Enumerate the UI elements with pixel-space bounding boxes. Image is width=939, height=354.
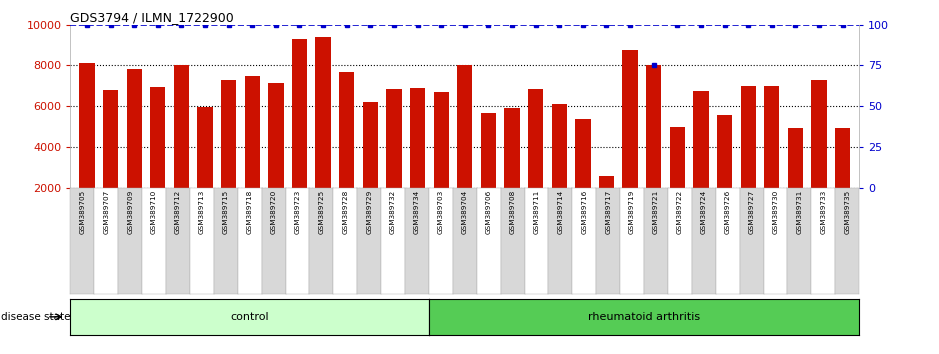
Bar: [457, 65, 472, 228]
Bar: [410, 88, 425, 228]
Bar: [716, 115, 732, 228]
Bar: [693, 91, 709, 228]
Bar: [576, 119, 591, 228]
Bar: [339, 72, 354, 228]
Text: GSM389723: GSM389723: [295, 190, 300, 234]
Bar: [292, 39, 307, 228]
Bar: [244, 76, 260, 228]
Text: GSM389708: GSM389708: [510, 190, 516, 234]
Bar: [103, 90, 118, 228]
Text: GSM389712: GSM389712: [175, 190, 181, 234]
Text: disease state: disease state: [1, 312, 70, 322]
Bar: [646, 65, 661, 228]
Text: GSM389731: GSM389731: [796, 190, 803, 234]
Bar: [316, 38, 331, 228]
Text: GSM389722: GSM389722: [677, 190, 683, 234]
Bar: [741, 86, 756, 228]
Text: GSM389709: GSM389709: [127, 190, 133, 234]
Text: GSM389726: GSM389726: [725, 190, 731, 234]
Bar: [434, 92, 449, 228]
Text: GSM389727: GSM389727: [748, 190, 755, 234]
Text: GSM389711: GSM389711: [533, 190, 540, 234]
Bar: [623, 50, 638, 228]
Bar: [269, 83, 284, 228]
Bar: [362, 102, 378, 228]
Text: GSM389713: GSM389713: [199, 190, 205, 234]
Text: GSM389734: GSM389734: [414, 190, 420, 234]
Text: GSM389704: GSM389704: [462, 190, 468, 234]
Bar: [504, 108, 519, 228]
Bar: [386, 89, 402, 228]
Text: GSM389728: GSM389728: [343, 190, 348, 234]
Text: GSM389730: GSM389730: [773, 190, 778, 234]
Bar: [127, 69, 142, 228]
Bar: [150, 87, 165, 228]
Bar: [788, 127, 803, 228]
Text: GSM389725: GSM389725: [318, 190, 324, 234]
Text: GSM389707: GSM389707: [103, 190, 109, 234]
Bar: [811, 80, 826, 228]
Text: GSM389715: GSM389715: [223, 190, 229, 234]
Bar: [551, 104, 567, 228]
Text: GSM389733: GSM389733: [821, 190, 826, 234]
Text: GDS3794 / ILMN_1722900: GDS3794 / ILMN_1722900: [70, 11, 234, 24]
Bar: [79, 63, 95, 228]
Text: GSM389716: GSM389716: [581, 190, 587, 234]
Text: GSM389705: GSM389705: [80, 190, 85, 234]
Bar: [221, 80, 237, 228]
Text: GSM389717: GSM389717: [606, 190, 611, 234]
Bar: [599, 176, 614, 228]
Text: GSM389714: GSM389714: [558, 190, 563, 234]
Text: GSM389724: GSM389724: [700, 190, 707, 234]
Text: rheumatoid arthritis: rheumatoid arthritis: [588, 312, 700, 322]
Bar: [174, 65, 189, 228]
Text: GSM389729: GSM389729: [366, 190, 372, 234]
Bar: [528, 89, 544, 228]
Text: GSM389706: GSM389706: [485, 190, 492, 234]
Text: control: control: [230, 312, 269, 322]
Bar: [764, 86, 779, 228]
Text: GSM389720: GSM389720: [270, 190, 277, 234]
Text: GSM389735: GSM389735: [844, 190, 850, 234]
Text: GSM389721: GSM389721: [653, 190, 659, 234]
Text: GSM389703: GSM389703: [438, 190, 444, 234]
Text: GSM389710: GSM389710: [151, 190, 157, 234]
Bar: [670, 127, 685, 228]
Bar: [197, 107, 213, 228]
Bar: [835, 127, 851, 228]
Text: GSM389732: GSM389732: [390, 190, 396, 234]
Text: GSM389719: GSM389719: [629, 190, 635, 234]
Bar: [481, 113, 496, 228]
Text: GSM389718: GSM389718: [247, 190, 253, 234]
